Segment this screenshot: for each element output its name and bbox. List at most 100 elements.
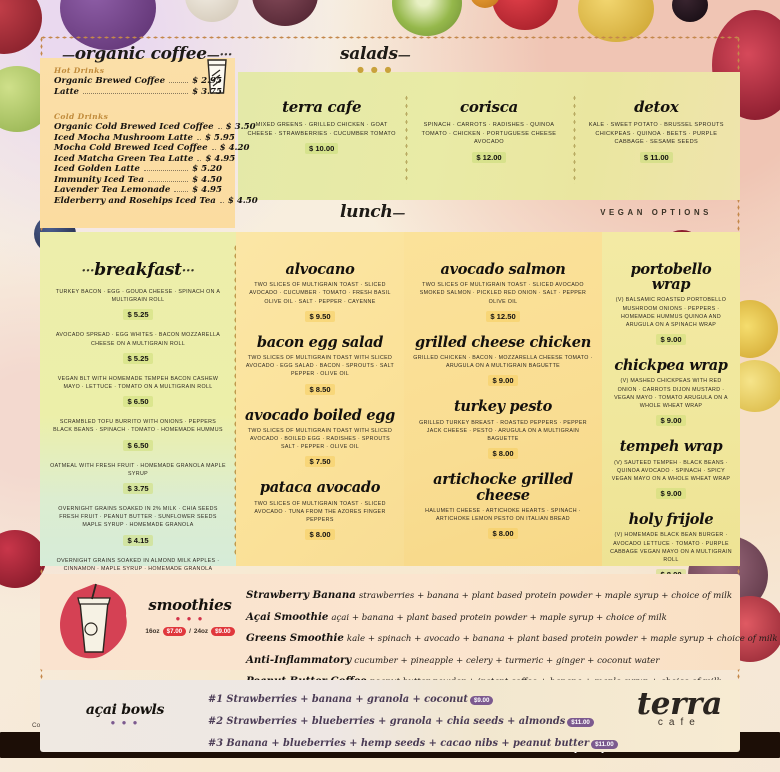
smoothie-ingredients: açai + banana + plant based protein powd… [331,612,667,623]
smoothie-ingredients: strawberries + banana + plant based prot… [358,591,733,601]
smoothies-title: smoothies [148,596,232,614]
lunch-item[interactable]: grilled cheese chicken GRILLED CHICKEN · … [412,335,594,389]
item-price: $ 8.00 [305,529,335,541]
item-description: HALUMETI CHEESE · ARTICHOKE HEARTS · SPI… [425,507,581,522]
lunch-item[interactable]: chickpea wrap (V) MASHED CHICKPEAS WITH R… [610,358,732,428]
leader-dots [217,128,222,129]
item-name: chickpea wrap [614,357,728,375]
acai-bowl-price: $11.00 [591,740,618,749]
acai-bowl-name: #1 Strawberries + banana + granola + coc… [208,694,468,705]
item-price: $ 12.50 [486,310,520,322]
organic-coffee-panel [40,58,235,228]
acai-bowl-item[interactable]: #3 Banana + blueberries + hemp seeds + c… [208,733,618,751]
item-name: artichocke grilled cheese [433,471,573,504]
menu-row[interactable]: Mocha Cold Brewed Iced Coffee $ 4.20 [54,143,250,153]
menu-row[interactable]: Iced Matcha Green Tea Latte $ 4.95 [54,154,235,164]
item-description: OVERNIGHT GRAINS SOAKED IN 2% MILK · CHI… [58,506,218,529]
size-small-price: $7.00 [162,627,187,636]
vegan-options-label: VEGAN OPTIONS [600,208,712,217]
lunch-item[interactable]: avocado salmon TWO SLICES OF MULTIGRAIN T… [412,262,594,324]
drink-price: $ 4.50 [192,174,222,185]
salad-name: terra cafe [282,98,362,116]
lunch-item[interactable]: holy frijole (V) HOMEMADE BLACK BEAN BURG… [610,512,732,582]
item-description: (V) MASHED CHICKPEAS WITH RED ONION · CA… [614,378,728,410]
item-description: (V) SAUTEED TEMPEH · BLACK BEANS · QUINO… [611,459,731,482]
item-description: (V) BALSAMIC ROASTED PORTOBELLO MUSHROOM… [615,297,727,329]
breakfast-item[interactable]: OVERNIGHT GRAINS SOAKED IN 2% MILK · CHI… [50,505,226,548]
menu-row[interactable]: Iced Mocha Mushroom Latte $ 5.95 [54,133,235,143]
item-name: tempeh wrap [619,438,723,456]
breakfast-item[interactable]: AVOCADO SPREAD · EGG WHITES · BACON MOZZ… [50,331,226,365]
acai-bowls-panel: açai bowls ● ● ● #1 Strawberries + banan… [40,680,740,752]
menu-row[interactable]: Iced Golden Latte $ 5.20 [54,164,222,174]
item-description: (V) HOMEMADE BLACK BEAN BURGER · AVOCADO… [610,532,732,563]
breakfast-item[interactable]: OATMEAL WITH FRESH FRUIT · HOMEMADE GRAN… [50,462,226,496]
lunch-item[interactable]: pataca avocado TWO SLICES OF MULTIGRAIN T… [244,480,396,542]
drink-name: Elderberry and Rosehips Iced Tea [54,195,216,206]
drink-name: Organic Cold Brewed Iced Coffee [54,122,214,132]
size-divider: / [189,628,191,635]
acai-bowl-price: $9.00 [469,696,494,705]
menu-row[interactable]: Immunity Iced Tea $ 4.50 [54,175,222,185]
salad-item[interactable]: corisca SPINACH · CARROTS · RADISHES · Q… [405,72,572,200]
smoothie-ingredients: cucumber + pineapple + celery + turmeric… [354,655,660,666]
drink-price: $ 2.95 [192,76,222,86]
item-description: AVOCADO SPREAD · EGG WHITES · BACON MOZZ… [55,332,221,347]
coffee-cup-icon [207,59,227,94]
salad-item[interactable]: terra cafe MIXED GREENS · GRILLED CHICKE… [238,72,405,200]
breakfast-item[interactable]: TURKEY BACON · EGG · GOUDA CHEESE · SPIN… [50,288,226,322]
smoothies-title-block: smoothies ● ● ● 16oz $7.00 / 24oz $9.00 [140,596,240,636]
lunch-item[interactable]: bacon egg salad TWO SLICES OF MULTIGRAIN … [244,335,396,397]
lunch-item[interactable]: tempeh wrap (V) SAUTEED TEMPEH · BLACK BE… [610,439,732,501]
menu-row[interactable]: Organic Brewed Coffee $ 2.95 [54,76,222,86]
item-name: turkey pesto [454,398,552,416]
breakfast-item[interactable]: SCRAMBLED TOFU BURRITO WITH ONIONS · PEP… [50,418,226,452]
item-description: VEGAN BLT WITH HOMEMADE TEMPEH BACON CAS… [57,375,219,391]
logo-cafe-text: cafe [657,717,701,729]
smoothie-item[interactable]: Greens Smoothie kale + spinach + avocado … [246,628,778,646]
salad-description: SPINACH · CARROTS · RADISHES · QUINOA TO… [421,122,557,146]
hot-drinks-list: Hot Drinks Organic Brewed Coffee $ 2.95 … [54,66,222,97]
smoothies-panel: smoothies ● ● ● 16oz $7.00 / 24oz $9.00 … [40,574,778,687]
smoothie-item[interactable]: Açai Smoothie açai + banana + plant based… [246,607,670,625]
drink-price: $ 4.20 [219,143,250,153]
smoothie-sizes: 16oz $7.00 / 24oz $9.00 [140,627,240,636]
salads-title-text: salads [340,44,398,64]
item-price: $ 9.00 [656,334,686,346]
breakfast-title-text: breakfast [94,260,182,280]
breakfast-column: ···breakfast··· TURKEY BACON · EGG · GOU… [40,232,236,590]
salad-item[interactable]: detox KALE · SWEET POTATO · BRUSSEL SPRO… [572,72,740,200]
lunch-item[interactable]: portobello wrap (V) BALSAMIC ROASTED PORT… [610,262,732,347]
smoothie-item[interactable]: Strawberry Banana strawberries + banana +… [246,585,732,603]
drink-price: $ 4.95 [205,153,236,164]
smoothie-cup-icon [60,583,127,659]
logo-terra-text: terra [636,686,723,722]
menu-row[interactable]: Latte $ 3.75 [54,87,222,97]
smoothie-name: Açai Smoothie [246,610,329,623]
menu-row[interactable]: Lavender Tea Lemonade $ 4.95 [54,185,222,195]
decorative-dots: ● ● ● [175,614,205,623]
column-divider [234,244,237,556]
menu-row[interactable]: Organic Cold Brewed Iced Coffee $ 3.50 [54,122,256,132]
cold-drinks-label: Cold Drinks [54,112,109,121]
leader-dots [219,201,224,203]
breakfast-title: ···breakfast··· [81,260,195,280]
salads-panel: terra cafe MIXED GREENS · GRILLED CHICKE… [238,72,740,200]
menu-row[interactable]: Elderberry and Rosehips Iced Tea $ 4.50 [54,195,258,206]
smoothie-item[interactable]: Anti-Inflammatory cucumber + pineapple + … [246,650,670,668]
drink-price: $ 5.20 [192,164,222,174]
item-name: avocado salmon [440,261,566,278]
acai-bowl-item[interactable]: #1 Strawberries + banana + granola + coc… [208,689,618,707]
cold-drinks-list: Cold Drinks Organic Cold Brewed Iced Cof… [54,112,258,206]
item-price: $ 9.00 [656,415,686,427]
hot-drinks-label: Hot Drinks [54,66,105,75]
acai-bowl-item[interactable]: #2 Strawberries + blueberries + granola … [208,711,618,729]
lunch-item[interactable]: alvocano TWO SLICES OF MULTIGRAIN TOAST ·… [244,262,396,324]
salad-price: $ 12.00 [472,151,506,163]
drink-price: $ 3.50 [225,122,256,132]
breakfast-item[interactable]: VEGAN BLT WITH HOMEMADE TEMPEH BACON CAS… [50,375,226,409]
salad-name: corisca [460,98,518,116]
lunch-item[interactable]: avocado boiled egg TWO SLICES OF MULTIGRA… [244,407,396,470]
lunch-item[interactable]: artichocke grilled cheese HALUMETI CHEESE… [412,472,594,541]
lunch-item[interactable]: turkey pesto GRILLED TURKEY BREAST · ROAS… [412,399,594,461]
